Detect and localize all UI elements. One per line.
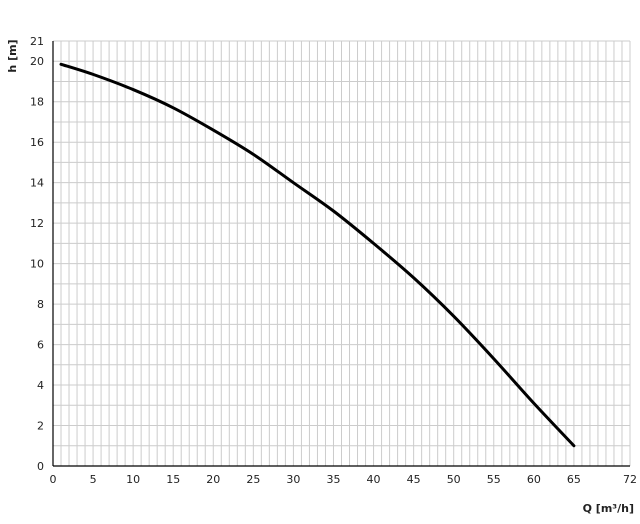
grid <box>53 40 631 466</box>
x-tick-label: 55 <box>487 473 501 486</box>
x-tick-label: 60 <box>527 473 541 486</box>
x-tick-label: 10 <box>126 473 140 486</box>
x-tick-label: 35 <box>326 473 340 486</box>
y-tick-label: 18 <box>30 96 44 109</box>
y-tick-label: 8 <box>37 298 44 311</box>
pump-curve-line <box>59 62 576 448</box>
x-tick-label: 65 <box>567 473 581 486</box>
y-tick-label: 16 <box>30 136 44 149</box>
y-tick-label: 10 <box>30 258 44 271</box>
y-tick-label: 21 <box>30 35 44 48</box>
x-tick-label: 72 <box>623 473 637 486</box>
x-tick-label: 5 <box>90 473 97 486</box>
y-tick-label: 14 <box>30 177 44 190</box>
x-tick-label: 0 <box>50 473 57 486</box>
axes <box>52 41 630 467</box>
tick-labels: 0 5 10 15 20 25 30 35 40 45 50 55 60 65 72 0 2 4 6 8 10 12 14 1… <box>30 35 637 486</box>
y-tick-label: 0 <box>37 460 44 473</box>
y-tick-label: 12 <box>30 217 44 230</box>
x-tick-label: 15 <box>166 473 180 486</box>
y-tick-label: 20 <box>30 55 44 68</box>
series <box>59 62 576 448</box>
y-tick-label: 6 <box>37 339 44 352</box>
x-axis-label: Q [m³/h] <box>583 502 634 515</box>
x-tick-label: 30 <box>286 473 300 486</box>
y-tick-label: 4 <box>37 379 44 392</box>
y-axis-label: h [m] <box>6 39 19 72</box>
x-tick-label: 20 <box>206 473 220 486</box>
x-tick-label: 50 <box>447 473 461 486</box>
x-tick-label: 45 <box>407 473 421 486</box>
y-tick-label: 2 <box>37 420 44 433</box>
x-tick-label: 40 <box>367 473 381 486</box>
x-tick-label: 25 <box>246 473 260 486</box>
